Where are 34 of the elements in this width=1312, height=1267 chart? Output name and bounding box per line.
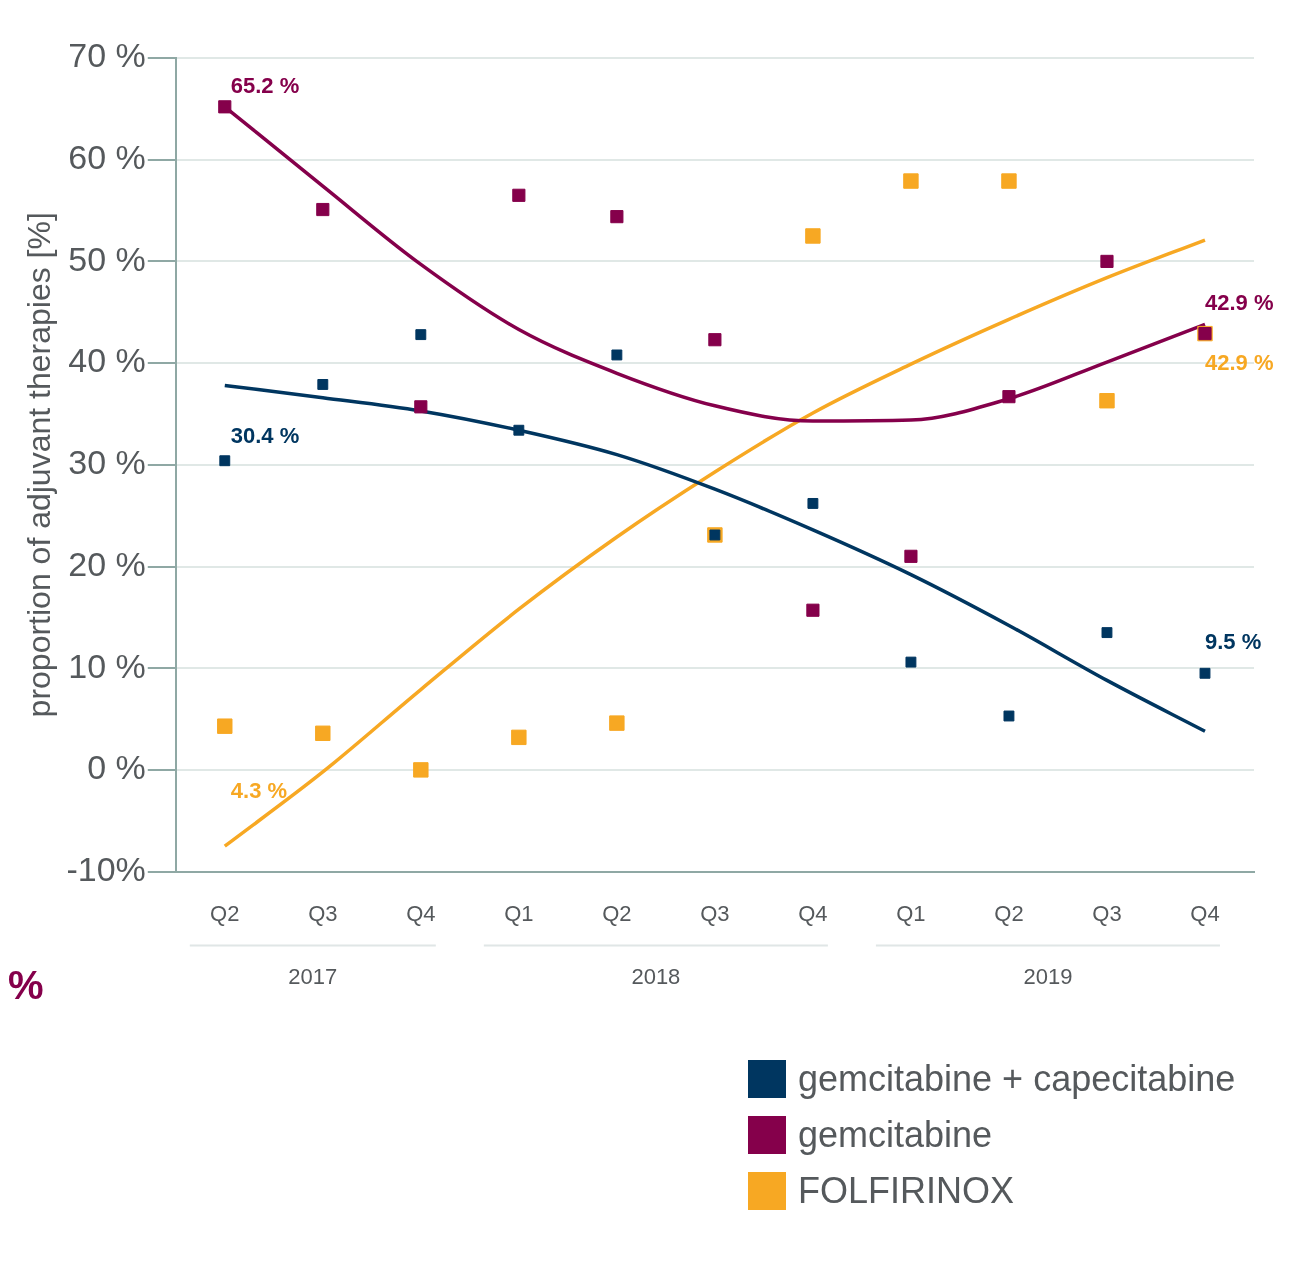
x-tick-label: Q2 <box>602 900 632 926</box>
x-tick-label: Q4 <box>1190 900 1220 926</box>
text: 2018 <box>631 963 681 989</box>
text: 2017 <box>288 963 338 989</box>
legend-label: FOLFIRINOX <box>798 1170 1015 1212</box>
x-tick-label: Q3 <box>1092 900 1122 926</box>
x-tick-label: Q4 <box>798 900 828 926</box>
y-tick-label: 40 % <box>68 341 146 380</box>
y-tick-label: 10 % <box>68 646 146 685</box>
x-tick-label: Q2 <box>210 900 240 926</box>
y-tick-label: 30 % <box>68 443 146 482</box>
x-tick-label: Q3 <box>308 900 338 926</box>
data-label: 4.3 % <box>230 778 288 804</box>
x-tick-label: Q1 <box>896 900 926 926</box>
data-label: 9.5 % <box>1204 629 1262 655</box>
y-tick-label: 0 % <box>87 748 146 787</box>
x-tick-label: Q4 <box>406 900 436 926</box>
data-label: 42.9 % <box>1204 349 1274 375</box>
y-tick-label: 70 % <box>68 36 146 75</box>
y-axis-title: proportion of adjuvant therapies [%] <box>21 212 58 718</box>
data-label: 42.9 % <box>1204 289 1274 315</box>
x-tick-label: Q1 <box>504 900 534 926</box>
y-tick-label: 50 % <box>68 239 146 278</box>
y-tick-label: -10% <box>66 849 146 888</box>
y-tick-label: 20 % <box>68 544 146 583</box>
data-label: 30.4 % <box>230 422 300 448</box>
y-tick-label: 60 % <box>68 138 146 177</box>
text: % <box>8 963 44 1008</box>
data-label: 65.2 % <box>230 72 300 98</box>
x-tick-label: Q3 <box>700 900 730 926</box>
legend-label: gemcitabine <box>798 1114 993 1156</box>
text: 2019 <box>1023 963 1073 989</box>
x-tick-label: Q2 <box>994 900 1024 926</box>
legend-label: gemcitabine + capecitabine <box>798 1058 1236 1100</box>
